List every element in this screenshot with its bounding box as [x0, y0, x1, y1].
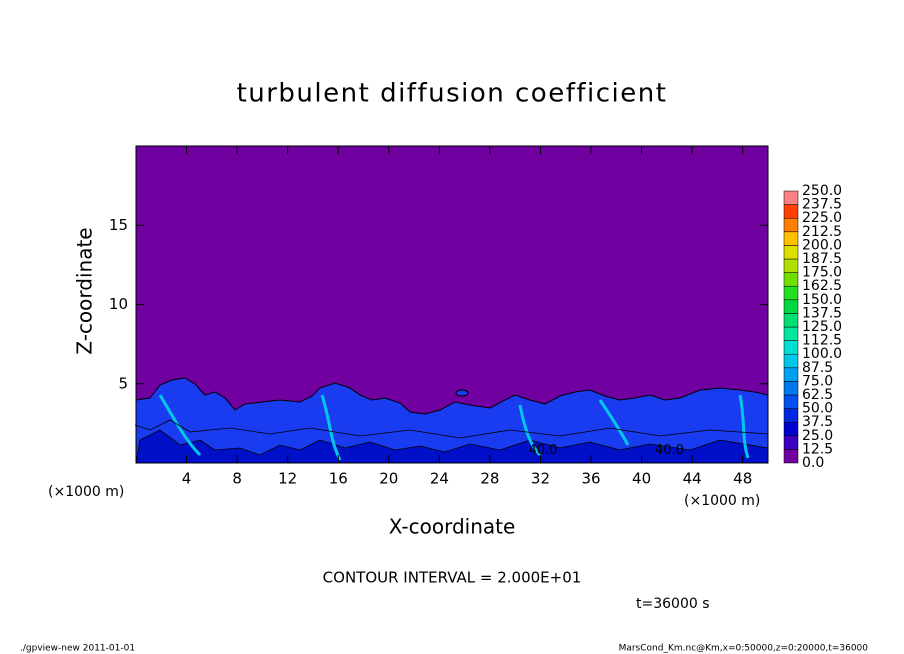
- colorbar-cell: [783, 340, 799, 355]
- colorbar-cell: [783, 367, 799, 382]
- y-tick-label: 15: [109, 216, 128, 234]
- field-filament: [158, 394, 750, 461]
- colorbar-label: 150.0: [802, 292, 842, 308]
- colorbar-label: 225.0: [802, 210, 842, 226]
- contour-label: 40.0: [655, 443, 684, 458]
- y-unit-label: (×1000 m): [48, 484, 124, 500]
- colorbar-label: 0.0: [802, 455, 824, 471]
- contour-line: [134, 419, 769, 439]
- x-tick-label: 36: [581, 470, 600, 488]
- footer-left: ./gpview-new 2011-01-01: [20, 644, 135, 654]
- colorbar-cell: [783, 272, 799, 287]
- x-tick-label: 24: [430, 470, 449, 488]
- field-region: [135, 429, 769, 464]
- colorbar-label: 62.5: [802, 387, 833, 403]
- colorbar-label: 175.0: [802, 265, 842, 281]
- x-tick-label: 40: [632, 470, 651, 488]
- colorbar-label: 187.5: [802, 251, 842, 267]
- colorbar-cell: [783, 285, 799, 301]
- colorbar-label: 212.5: [802, 224, 842, 240]
- colorbar-cell: [783, 421, 799, 437]
- colorbar-label: 162.5: [802, 278, 842, 294]
- colorbar-label: 50.0: [802, 401, 833, 417]
- time-label: t=36000 s: [636, 596, 710, 612]
- colorbar-cell: [783, 190, 799, 205]
- colorbar-cell: [783, 326, 799, 341]
- x-tick-label: 28: [480, 470, 499, 488]
- colorbar-label: 37.5: [802, 414, 833, 430]
- colorbar-label: 75.0: [802, 373, 833, 389]
- x-tick-label: 12: [278, 470, 297, 488]
- colorbar-label: 12.5: [802, 441, 833, 457]
- x-tick-label: 4: [182, 470, 192, 488]
- colorbar-label: 237.5: [802, 197, 842, 213]
- chart-title: turbulent diffusion coefficient: [237, 79, 668, 109]
- colorbar-label: 112.5: [802, 333, 842, 349]
- colorbar-cell: [783, 435, 799, 450]
- colorbar-cell: [783, 204, 799, 219]
- y-axis-label: Z-coordinate: [73, 227, 97, 354]
- colorbar-label: 87.5: [802, 360, 833, 376]
- colorbar-cell: [783, 245, 799, 260]
- x-tick-label: 20: [379, 470, 398, 488]
- colorbar-cell: [783, 394, 799, 409]
- colorbar-cell: [783, 217, 799, 233]
- contour-interval: CONTOUR INTERVAL = 2.000E+01: [323, 569, 582, 587]
- contour-label: 40.0: [529, 443, 558, 458]
- colorbar-cell: [783, 258, 799, 273]
- colorbar-cell: [783, 449, 799, 464]
- colorbar-label: 25.0: [802, 428, 833, 444]
- colorbar-cell: [783, 381, 799, 396]
- x-tick-label: 16: [329, 470, 348, 488]
- field-region: [455, 389, 469, 397]
- colorbar-cell: [783, 313, 799, 328]
- x-tick-label: 44: [683, 470, 702, 488]
- x-tick-label: 48: [733, 470, 752, 488]
- colorbar-cell: [783, 231, 799, 246]
- x-axis-label: X-coordinate: [389, 515, 516, 539]
- y-tick-label: 10: [109, 295, 128, 313]
- x-tick-label: 8: [232, 470, 242, 488]
- colorbar-label: 250.0: [802, 183, 842, 199]
- colorbar-cell: [783, 353, 799, 369]
- colorbar-label: 100.0: [802, 346, 842, 362]
- y-tick-label: 5: [118, 374, 128, 392]
- colorbar-cell: [783, 408, 799, 423]
- x-tick-label: 32: [531, 470, 550, 488]
- x-unit-label: (×1000 m): [684, 493, 760, 509]
- colorbar-label: 200.0: [802, 237, 842, 253]
- field-region: [135, 377, 769, 464]
- colorbar-label: 125.0: [802, 319, 842, 335]
- colorbar-label: 137.5: [802, 305, 842, 321]
- field: [134, 377, 769, 464]
- footer-right: MarsCond_Km.nc@Km,x=0:50000,z=0:20000,t=…: [619, 644, 869, 654]
- colorbar-cell: [783, 299, 799, 314]
